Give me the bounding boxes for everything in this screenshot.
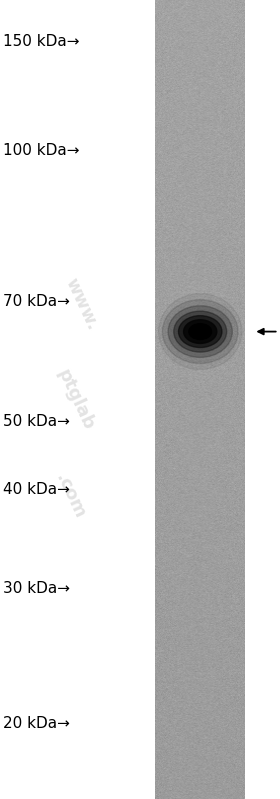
FancyBboxPatch shape <box>155 0 245 799</box>
Text: 70 kDa→: 70 kDa→ <box>3 294 70 308</box>
Ellipse shape <box>178 316 222 348</box>
Ellipse shape <box>162 300 238 364</box>
Ellipse shape <box>168 306 232 357</box>
Text: 100 kDa→: 100 kDa→ <box>3 143 79 157</box>
Text: 150 kDa→: 150 kDa→ <box>3 34 79 49</box>
Ellipse shape <box>158 294 242 369</box>
Ellipse shape <box>184 320 217 344</box>
Text: ptglab: ptglab <box>54 366 97 433</box>
Ellipse shape <box>174 311 227 352</box>
Text: 20 kDa→: 20 kDa→ <box>3 716 70 730</box>
Text: 50 kDa→: 50 kDa→ <box>3 414 70 428</box>
Ellipse shape <box>189 324 212 340</box>
Text: 30 kDa→: 30 kDa→ <box>3 582 70 596</box>
Text: 40 kDa→: 40 kDa→ <box>3 483 70 497</box>
Text: .com: .com <box>52 470 88 521</box>
Text: www.: www. <box>61 275 101 332</box>
